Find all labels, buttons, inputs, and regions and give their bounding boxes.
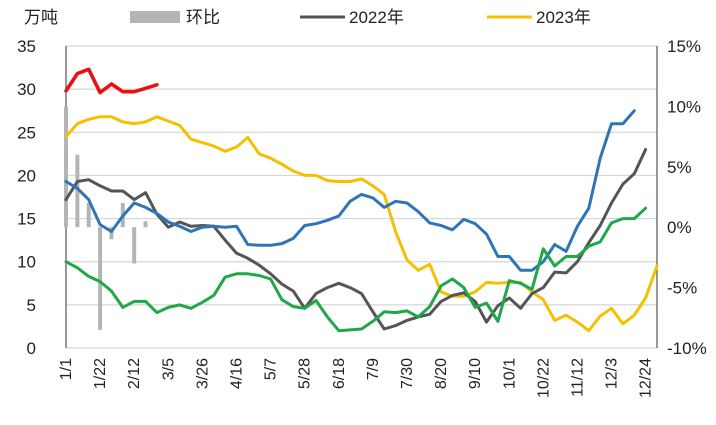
y-left-tick: 10 xyxy=(17,253,36,272)
x-tick: 3/5 xyxy=(160,358,177,380)
series-line-3 xyxy=(64,109,636,272)
y-left-tick: 20 xyxy=(17,166,36,185)
x-tick: 7/9 xyxy=(365,358,382,380)
x-tick: 2/12 xyxy=(126,358,143,389)
x-tick: 7/30 xyxy=(399,358,416,389)
ratio-bar xyxy=(109,227,114,240)
x-tick: 12/3 xyxy=(604,358,621,389)
series-line-5 xyxy=(64,67,159,95)
x-tick: 10/1 xyxy=(501,358,518,389)
y-right-tick: 0% xyxy=(667,218,692,237)
x-tick: 10/22 xyxy=(535,358,552,398)
y-left-tick: 25 xyxy=(17,123,36,142)
y-right-tick: 15% xyxy=(667,37,701,56)
gridlines xyxy=(65,45,658,349)
series-line-1 xyxy=(64,115,659,333)
y-right-tick: 5% xyxy=(667,158,692,177)
ratio-bar xyxy=(132,227,137,264)
unit-label: 万吨 xyxy=(24,8,58,27)
series-line-4 xyxy=(64,206,648,333)
legend-swatch-ratio xyxy=(130,11,180,23)
x-tick: 4/16 xyxy=(228,358,245,389)
ratio-bar xyxy=(64,106,68,228)
x-tick: 1/1 xyxy=(58,358,75,380)
y-right-tick: 10% xyxy=(667,97,701,116)
x-tick: 11/12 xyxy=(569,358,586,397)
ratio-bar xyxy=(86,203,91,228)
series-line-2 xyxy=(64,148,648,331)
legend-label-2022: 2022年 xyxy=(349,8,404,27)
ratio-bar xyxy=(98,227,103,330)
x-tick: 5/7 xyxy=(263,358,280,380)
y-left-tick: 5 xyxy=(27,296,36,315)
series-lines xyxy=(64,67,659,333)
y-right-tick: -5% xyxy=(667,279,697,298)
y-right-tick: -10% xyxy=(667,339,707,358)
ratio-bar xyxy=(143,221,148,228)
y-left-tick: 35 xyxy=(17,37,36,56)
y-left-tick: 30 xyxy=(17,80,36,99)
x-tick: 1/22 xyxy=(92,358,109,389)
y-left-tick: 15 xyxy=(17,210,36,229)
legend-label-2023: 2023年 xyxy=(536,8,591,27)
x-tick: 12/24 xyxy=(638,358,655,398)
x-tick: 6/18 xyxy=(331,358,348,389)
ratio-bar xyxy=(75,154,80,228)
legend-label-ratio: 环比 xyxy=(186,8,220,27)
left-axis-ticks: 0 5 10 15 20 25 30 35 xyxy=(17,37,36,358)
y-left-tick: 0 xyxy=(27,339,36,358)
legend: 万吨 环比 2022年 2023年 xyxy=(24,8,591,27)
x-tick: 9/10 xyxy=(467,358,484,389)
x-tick: 3/26 xyxy=(194,358,211,389)
x-tick: 8/20 xyxy=(433,358,450,389)
x-tick: 5/28 xyxy=(297,358,314,389)
right-axis-ticks: -10% -5% 0% 5% 10% 15% xyxy=(667,37,707,358)
x-axis-ticks: 1/1 1/22 2/12 3/5 3/26 4/16 5/7 5/28 6/18 7/9 7/30… xyxy=(58,358,655,398)
